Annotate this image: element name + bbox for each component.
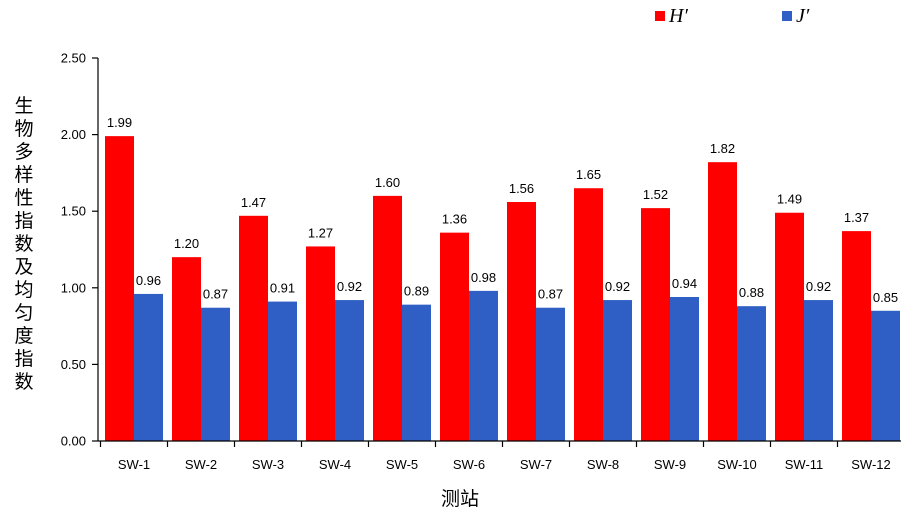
bar-h [842, 231, 871, 441]
data-label-h: 1.99 [107, 115, 132, 130]
y-ticks-layer: 0.00 0.50 1.00 1.50 2.00 2.50 [61, 51, 98, 449]
bar-h [708, 162, 737, 441]
bar-h [373, 196, 402, 441]
data-label-j: 0.92 [605, 279, 630, 294]
data-label-h: 1.52 [643, 187, 668, 202]
bar-j [737, 306, 766, 441]
legend-swatch-j [782, 11, 792, 21]
bar-h [172, 257, 201, 441]
data-label-j: 0.88 [739, 285, 764, 300]
data-label-h: 1.37 [844, 210, 869, 225]
bar-j [201, 308, 230, 441]
y-axis-title-char: 性 [14, 187, 33, 209]
x-tick-label: SW-9 [654, 457, 686, 472]
data-label-h: 1.27 [308, 225, 333, 240]
bar-j [670, 297, 699, 441]
data-label-h: 1.49 [777, 192, 802, 207]
bar-j [469, 291, 498, 441]
legend-label-j: J′ [796, 5, 810, 27]
data-label-h: 1.47 [241, 195, 266, 210]
bar-h [507, 202, 536, 441]
bar-j [536, 308, 565, 441]
bar-h [775, 213, 804, 441]
bar-j [402, 305, 431, 441]
x-tick-label: SW-2 [185, 457, 217, 472]
x-tick-label: SW-10 [717, 457, 757, 472]
data-label-h: 1.60 [375, 175, 400, 190]
y-axis-title-char: 数 [14, 233, 33, 255]
bar-h [306, 246, 335, 441]
y-tick-label: 0.00 [61, 434, 86, 449]
y-tick-label: 1.50 [61, 204, 86, 219]
legend-label-h: H′ [668, 5, 688, 27]
bar-h [440, 233, 469, 441]
y-axis-title-char: 指 [14, 348, 33, 370]
x-tick-label: SW-3 [252, 457, 284, 472]
legend: H′ J′ [655, 5, 810, 27]
bar-j [603, 300, 632, 441]
y-axis-title-char: 度 [14, 325, 33, 347]
data-label-h: 1.82 [710, 141, 735, 156]
x-axis-title: 测站 [441, 488, 479, 510]
x-tick-label: SW-4 [319, 457, 351, 472]
data-label-j: 0.98 [471, 270, 496, 285]
x-tick-label: SW-7 [520, 457, 552, 472]
bar-j [335, 300, 364, 441]
y-axis-title-char: 生 [14, 95, 33, 117]
y-tick-label: 2.00 [61, 127, 86, 142]
data-label-j: 0.87 [538, 287, 563, 302]
y-axis-title-char: 均 [14, 279, 33, 301]
y-axis-title-char: 数 [14, 371, 33, 393]
legend-swatch-h [655, 11, 665, 21]
y-axis-title-char: 样 [14, 164, 33, 186]
x-ticks-layer: SW-1 SW-2 SW-3 SW-4 SW-5 SW-6 SW-7 SW-8 SW-9 SW-1… [101, 441, 901, 472]
data-label-j: 0.92 [806, 279, 831, 294]
data-label-j: 0.92 [337, 279, 362, 294]
data-label-h: 1.65 [576, 167, 601, 182]
y-axis-title-char: 多 [14, 141, 33, 163]
data-label-j: 0.85 [873, 290, 898, 305]
data-label-h: 1.56 [509, 181, 534, 196]
y-tick-label: 0.50 [61, 357, 86, 372]
x-tick-label: SW-11 [785, 457, 824, 472]
bar-h [239, 216, 268, 441]
y-tick-label: 2.50 [61, 51, 86, 66]
bar-j [268, 302, 297, 441]
data-label-j: 0.87 [203, 287, 228, 302]
x-tick-label: SW-8 [587, 457, 619, 472]
bar-h [641, 208, 670, 441]
y-axis-title-char: 匀 [14, 302, 33, 324]
x-tick-label: SW-5 [386, 457, 418, 472]
x-tick-label: SW-1 [118, 457, 150, 472]
x-tick-label: SW-12 [851, 457, 891, 472]
bar-j [804, 300, 833, 441]
bar-j [134, 294, 163, 441]
data-label-j: 0.89 [404, 284, 429, 299]
y-axis-title-char: 指 [14, 210, 33, 232]
bar-h [574, 188, 603, 441]
bar-j [871, 311, 900, 441]
y-axis-title-char: 及 [14, 256, 33, 278]
data-label-j: 0.94 [672, 276, 697, 291]
data-label-h: 1.20 [174, 236, 199, 251]
x-tick-label: SW-6 [453, 457, 485, 472]
data-label-j: 0.91 [270, 281, 295, 296]
data-label-j: 0.96 [136, 273, 161, 288]
y-axis-title-char: 物 [14, 118, 33, 140]
bar-h [105, 136, 134, 441]
data-label-h: 1.36 [442, 212, 467, 227]
y-tick-label: 1.00 [61, 280, 86, 295]
